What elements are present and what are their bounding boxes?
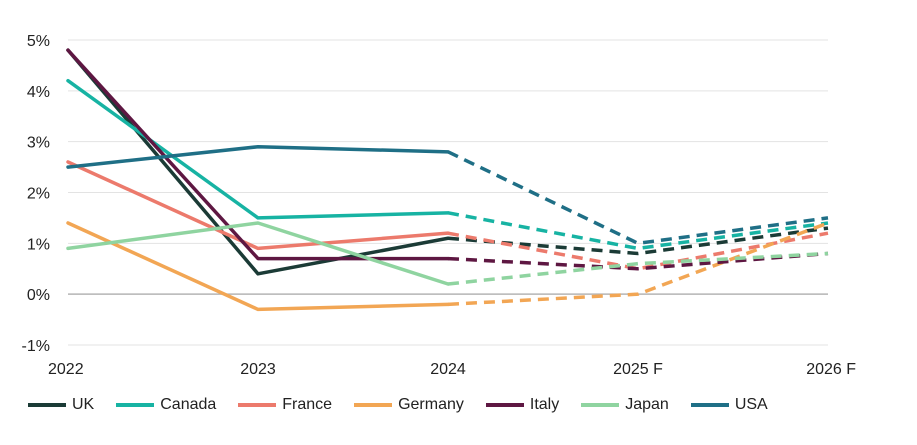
y-tick-label: 3% <box>27 135 50 152</box>
y-tick-label: -1% <box>22 338 50 355</box>
x-tick-label: 2024 <box>430 361 466 378</box>
legend-swatch <box>238 403 277 407</box>
x-tick-label: 2025 F <box>613 361 663 378</box>
y-tick-label: 4% <box>27 84 50 101</box>
y-tick-label: 5% <box>27 33 50 50</box>
series-germany <box>66 221 829 312</box>
legend-swatch <box>485 403 524 407</box>
legend-label: Japan <box>625 396 669 413</box>
series-line-actual <box>66 221 450 286</box>
legend-item-japan: Japan <box>581 396 669 414</box>
legend-swatch <box>581 403 620 407</box>
legend-item-germany: Germany <box>354 396 464 414</box>
line-chart: -1% 0% 1% 2% 3% 4% 5% 2022 2023 2024 2025 F 2026 F <box>22 33 857 378</box>
legend-item-uk: UK <box>28 396 94 414</box>
y-tick-label: 2% <box>27 186 50 203</box>
y-tick-label: 0% <box>27 287 50 304</box>
legend-label: France <box>282 396 333 413</box>
series-line-forecast <box>447 211 829 251</box>
y-axis-tick-labels: -1% 0% 1% 2% 3% 4% 5% <box>22 33 50 355</box>
legend: UK Canada France Germany Italy Japan USA <box>28 394 768 416</box>
x-axis-tick-labels: 2022 2023 2024 2025 F 2026 F <box>48 361 856 378</box>
series-canada <box>66 78 829 251</box>
legend-item-usa: USA <box>690 396 768 414</box>
legend-item-canada: Canada <box>116 396 216 414</box>
legend-swatch <box>28 403 66 407</box>
legend-swatch <box>690 403 729 407</box>
legend-label: UK <box>72 396 95 413</box>
x-tick-label: 2022 <box>48 361 84 378</box>
legend-label: USA <box>734 396 768 413</box>
legend-label: Canada <box>160 396 217 413</box>
legend-item-italy: Italy <box>485 396 560 414</box>
legend-swatch <box>116 403 155 407</box>
x-tick-label: 2023 <box>240 361 276 378</box>
x-tick-label: 2026 F <box>806 361 856 378</box>
series-japan <box>66 221 829 286</box>
series-usa <box>66 145 829 246</box>
series-line-actual <box>66 145 450 169</box>
series-line-actual <box>66 78 450 220</box>
legend-label: Italy <box>529 396 560 413</box>
series-france <box>66 160 829 271</box>
series-line-forecast <box>447 221 829 307</box>
legend-item-france: France <box>238 396 332 414</box>
legend-swatch <box>354 403 393 407</box>
legend-label: Germany <box>398 396 464 413</box>
y-tick-label: 1% <box>27 236 50 253</box>
series-line-forecast <box>447 251 829 271</box>
gridlines <box>68 39 828 346</box>
series-italy <box>66 48 829 271</box>
series-line-forecast <box>447 231 829 271</box>
series-line-forecast <box>447 251 829 286</box>
series-line-actual <box>66 160 450 251</box>
series-line-actual <box>66 221 450 312</box>
series-line-actual <box>66 48 450 261</box>
series-lines <box>66 48 829 312</box>
